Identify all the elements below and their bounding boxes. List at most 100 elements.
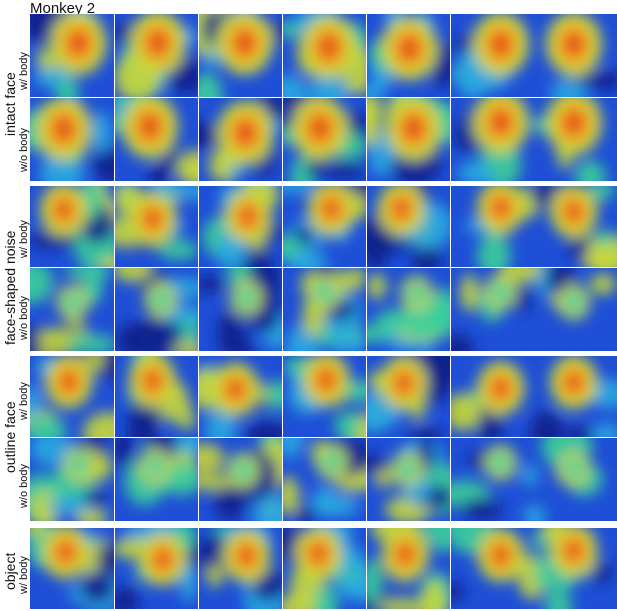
group-separator [30, 181, 617, 186]
row-label-outline-wbody: w/ body [18, 382, 30, 420]
heatmap-image [115, 438, 198, 521]
heatmap-cell [30, 184, 114, 267]
heatmap-image [199, 184, 282, 267]
heatmap-image [367, 268, 450, 351]
heatmap-image [451, 438, 617, 521]
row-label-noise-wobody: w/o body [18, 295, 30, 340]
heatmap-image [451, 526, 617, 609]
heatmap-cell [367, 98, 450, 181]
heatmap-cell [30, 526, 114, 609]
heatmap-image [115, 268, 198, 351]
heatmap-image [451, 14, 617, 97]
heatmap-cell [283, 184, 366, 267]
figure-title: Monkey 2 [30, 0, 96, 17]
heatmap-cell [283, 438, 366, 521]
heatmap-cell [115, 438, 198, 521]
heatmap-image [451, 98, 617, 181]
heatmap-image [451, 184, 617, 267]
heatmap-image [199, 526, 282, 609]
row-label-noise-wbody: w/ body [18, 220, 30, 258]
heatmap-cell [451, 438, 617, 521]
heatmap-cell [30, 438, 114, 521]
heatmap-image [367, 354, 450, 437]
heatmap-cell [199, 14, 282, 97]
heatmap-cell [367, 354, 450, 437]
row-label-outline-wobody: w/o body [18, 463, 30, 508]
row-label-intact-wbody: w/ body [18, 52, 30, 90]
group-separator [30, 523, 617, 528]
heatmap-cell [283, 354, 366, 437]
heatmap-cell [199, 354, 282, 437]
row-label-object-wbody: w/ body [18, 556, 30, 594]
group-label-face-shaped-noise: face-shaped noise [2, 230, 18, 345]
heatmap-cell [199, 268, 282, 351]
heatmap-image [199, 438, 282, 521]
heatmap-image [283, 184, 366, 267]
heatmap-cell [115, 184, 198, 267]
heatmap-image [367, 14, 450, 97]
heatmap-image [199, 98, 282, 181]
group-label-outline-face: outline face [2, 401, 18, 473]
heatmap-image [115, 526, 198, 609]
heatmap-cell [199, 98, 282, 181]
heatmap-image [199, 354, 282, 437]
heatmap-cell [283, 526, 366, 609]
heatmap-cell [115, 268, 198, 351]
heatmap-image [115, 184, 198, 267]
heatmap-cell [367, 14, 450, 97]
heatmap-image [30, 98, 114, 181]
heatmap-cell [115, 98, 198, 181]
heatmap-cell [30, 354, 114, 437]
heatmap-cell [30, 268, 114, 351]
heatmap-cell [451, 354, 617, 437]
heatmap-cell [367, 526, 450, 609]
heatmap-cell [451, 268, 617, 351]
heatmap-cell [30, 14, 114, 97]
heatmap-cell [367, 184, 450, 267]
heatmap-image [115, 98, 198, 181]
heatmap-image [451, 354, 617, 437]
heatmap-image [199, 14, 282, 97]
group-label-intact-face: intact face [2, 72, 18, 136]
heatmap-cell [451, 526, 617, 609]
heatmap-cell [199, 184, 282, 267]
heatmap-cell [451, 184, 617, 267]
heatmap-image [283, 268, 366, 351]
group-label-object: object [2, 552, 18, 590]
heatmap-image [367, 438, 450, 521]
heatmap-cell [283, 98, 366, 181]
heatmap-cell [115, 526, 198, 609]
heatmap-cell [451, 98, 617, 181]
heatmap-cell [115, 14, 198, 97]
heatmap-cell [30, 98, 114, 181]
heatmap-cell [199, 438, 282, 521]
heatmap-cell [283, 14, 366, 97]
heatmap-grid [30, 14, 617, 611]
heatmap-image [115, 14, 198, 97]
heatmap-cell [115, 354, 198, 437]
group-separator [30, 351, 617, 356]
heatmap-image [451, 268, 617, 351]
heatmap-image [283, 438, 366, 521]
heatmap-image [115, 354, 198, 437]
heatmap-cell [367, 268, 450, 351]
heatmap-image [30, 354, 114, 437]
heatmap-image [283, 526, 366, 609]
heatmap-image [30, 438, 114, 521]
heatmap-image [367, 98, 450, 181]
heatmap-image [30, 526, 114, 609]
heatmap-image [283, 14, 366, 97]
heatmap-cell [199, 526, 282, 609]
heatmap-image [283, 354, 366, 437]
heatmap-cell [451, 14, 617, 97]
heatmap-image [30, 14, 114, 97]
heatmap-image [283, 98, 366, 181]
heatmap-cell [367, 438, 450, 521]
heatmap-image [30, 268, 114, 351]
row-label-intact-wobody: w/o body [18, 127, 30, 172]
heatmap-image [30, 184, 114, 267]
heatmap-image [367, 184, 450, 267]
heatmap-cell [283, 268, 366, 351]
heatmap-image [199, 268, 282, 351]
heatmap-image [367, 526, 450, 609]
